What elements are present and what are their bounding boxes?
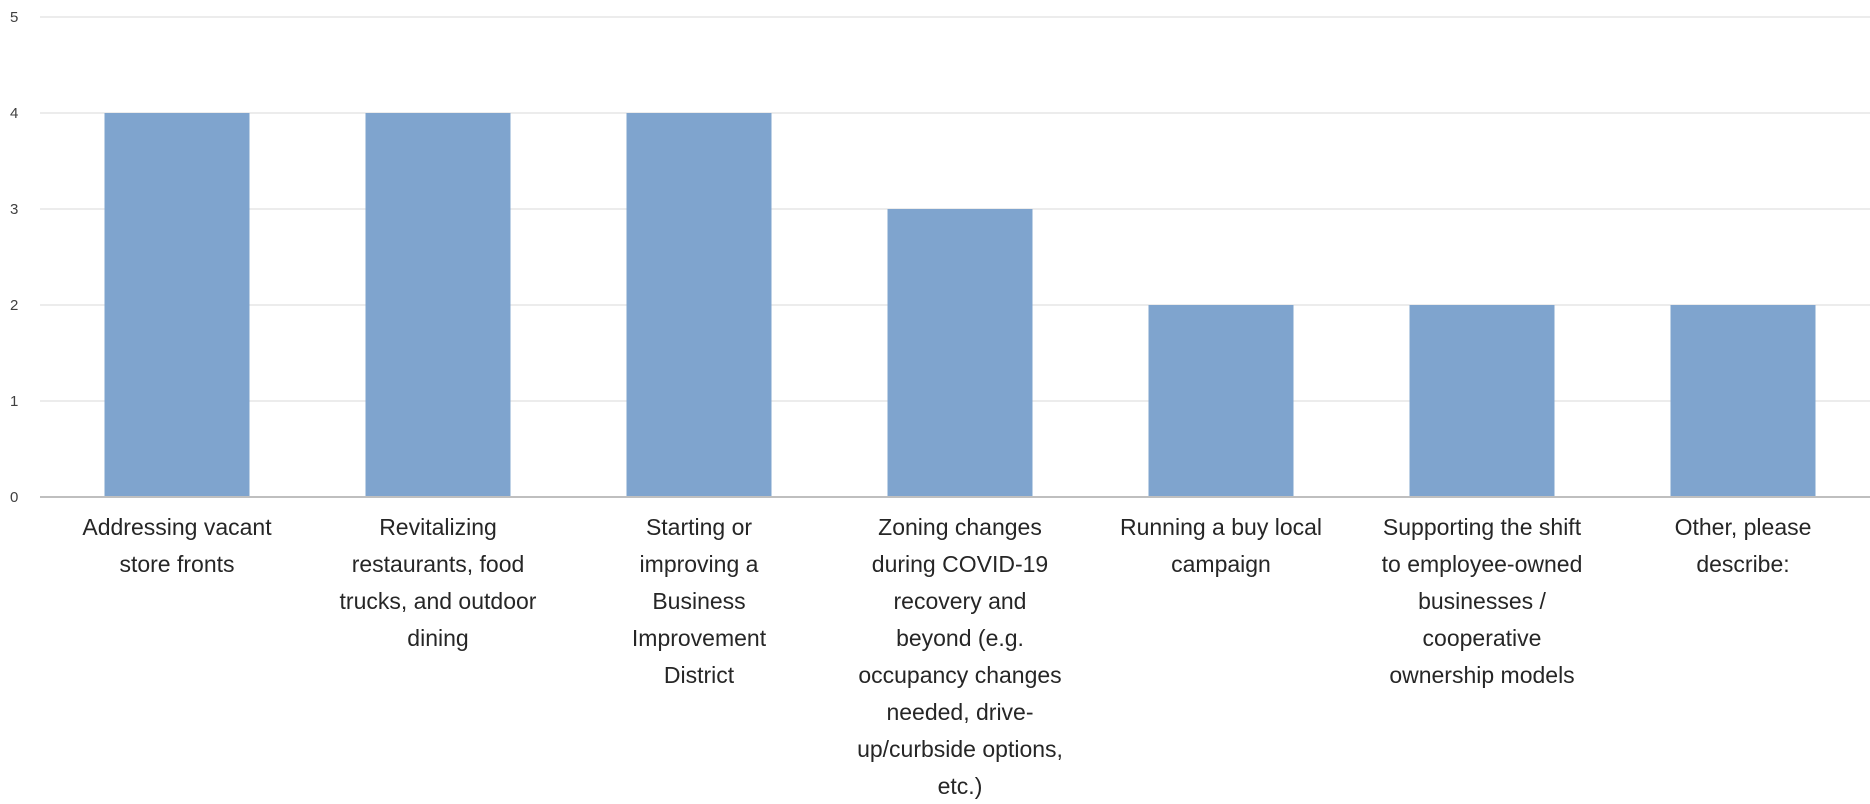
x-tick-label-line: cooperative: [1423, 625, 1542, 651]
x-tick-label-line: recovery and: [894, 588, 1027, 614]
x-axis-category-labels: Addressing vacant store fronts Revitalizin…: [82, 514, 1811, 799]
bar: [626, 113, 772, 497]
x-tick-label-line: ownership models: [1389, 662, 1574, 688]
x-tick-label-line: Supporting the shift: [1383, 514, 1582, 540]
y-tick-label: 1: [10, 393, 18, 410]
x-tick-label-line: trucks, and outdoor: [340, 588, 537, 614]
x-tick-label: Addressing vacant store fronts: [82, 514, 272, 577]
x-tick-label-line: restaurants, food: [352, 551, 525, 577]
x-tick-label-line: occupancy changes: [858, 662, 1061, 688]
x-tick-label-line: Other, please: [1675, 514, 1812, 540]
x-tick-label-line: Zoning changes: [878, 514, 1042, 540]
bar: [887, 209, 1033, 497]
y-tick-label: 2: [10, 297, 18, 314]
y-tick-label: 5: [10, 9, 18, 26]
bar: [104, 113, 250, 497]
x-tick-label: Other, please describe:: [1675, 514, 1812, 577]
y-tick-label: 4: [10, 105, 18, 122]
x-tick-label-line: Improvement: [632, 625, 767, 651]
x-tick-label-line: dining: [407, 625, 468, 651]
x-tick-label-line: describe:: [1696, 551, 1789, 577]
bars: [104, 113, 1816, 497]
x-tick-label-line: Addressing vacant: [82, 514, 272, 540]
x-tick-label-line: businesses /: [1418, 588, 1546, 614]
y-tick-label: 0: [10, 489, 18, 506]
bar: [1148, 305, 1294, 497]
x-tick-label-line: District: [664, 662, 735, 688]
bar: [365, 113, 511, 497]
x-tick-label-line: during COVID-19: [872, 551, 1048, 577]
x-tick-label: Supporting the shift to employee-owned bus…: [1382, 514, 1583, 688]
bar: [1409, 305, 1555, 497]
x-tick-label: Starting or improving a Business Improvemen…: [632, 514, 767, 688]
x-tick-label-line: campaign: [1171, 551, 1271, 577]
x-tick-label-line: etc.): [938, 773, 983, 799]
y-axis-tick-labels: 0 1 2 3 4 5: [10, 9, 18, 506]
x-tick-label-line: up/curbside options,: [857, 736, 1063, 762]
x-tick-label: Running a buy local campaign: [1120, 514, 1322, 577]
x-tick-label-line: Business: [652, 588, 745, 614]
x-tick-label-line: improving a: [640, 551, 759, 577]
x-tick-label-line: beyond (e.g.: [896, 625, 1024, 651]
x-tick-label-line: store fronts: [119, 551, 234, 577]
x-tick-label-line: needed, drive-: [886, 699, 1033, 725]
y-tick-label: 3: [10, 201, 18, 218]
x-tick-label: Revitalizing restaurants, food trucks, and…: [340, 514, 537, 651]
x-tick-label-line: to employee-owned: [1382, 551, 1583, 577]
bar: [1670, 305, 1816, 497]
x-tick-label-line: Starting or: [646, 514, 752, 540]
x-tick-label-line: Revitalizing: [379, 514, 497, 540]
x-tick-label-line: Running a buy local: [1120, 514, 1322, 540]
x-tick-label: Zoning changes during COVID-19 recovery an…: [857, 514, 1063, 799]
